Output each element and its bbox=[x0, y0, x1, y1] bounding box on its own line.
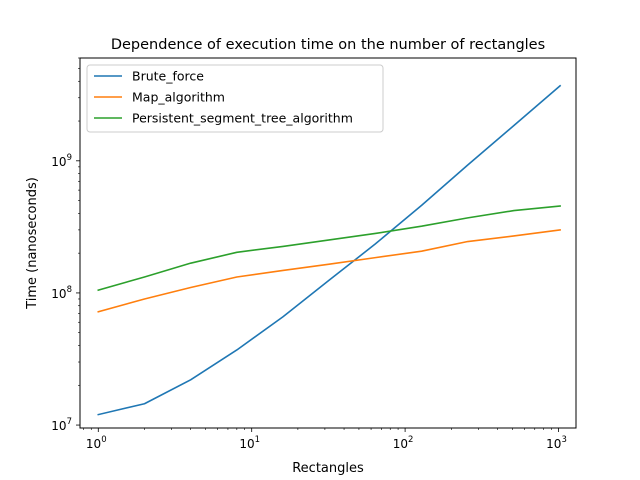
x-tick-label: 100 bbox=[86, 435, 107, 451]
x-tick-label: 103 bbox=[546, 435, 567, 451]
series-line-3 bbox=[97, 205, 561, 292]
legend-label-2: Map_algorithm bbox=[132, 90, 225, 105]
chart-title: Dependence of execution time on the numb… bbox=[111, 37, 545, 53]
plot-frame bbox=[79, 57, 577, 429]
y-tick-label: 107 bbox=[51, 417, 72, 433]
legend-label-3: Persistent_segment_tree_algorithm bbox=[132, 111, 353, 126]
series-line-2 bbox=[97, 229, 561, 313]
series-line-1 bbox=[97, 84, 562, 416]
plot-lines bbox=[97, 84, 562, 416]
y-tick-label: 109 bbox=[51, 153, 72, 169]
y-tick-label: 108 bbox=[51, 285, 72, 301]
x-axis-label: Rectangles bbox=[292, 461, 364, 476]
x-tick-label: 101 bbox=[239, 435, 260, 451]
legend: Brute_force Map_algorithm Persistent_segme… bbox=[86, 64, 384, 133]
y-axis-label: Time (nanoseconds) bbox=[25, 177, 40, 310]
axis-ticks: 100 101 102 103 107 108 109 bbox=[51, 57, 567, 451]
legend-label-1: Brute_force bbox=[132, 69, 204, 84]
x-tick-label: 102 bbox=[393, 435, 414, 451]
legend-box bbox=[86, 64, 384, 133]
